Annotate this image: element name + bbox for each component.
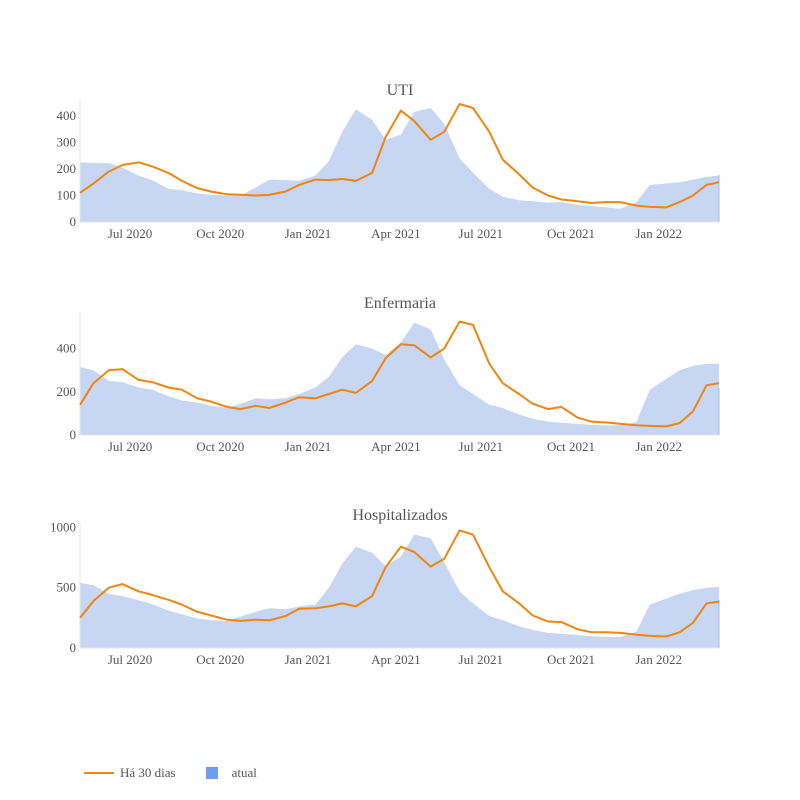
legend-item-previous[interactable]: Há 30 dias (84, 765, 176, 781)
x-tick-label: Apr 2021 (371, 226, 420, 241)
legend-area-swatch (205, 767, 218, 779)
x-tick-label: Oct 2021 (547, 652, 595, 667)
y-tick-label: 1000 (50, 519, 76, 534)
x-tick-label: Jul 2020 (108, 439, 152, 454)
series-line-ha-30-dias[interactable] (79, 529, 720, 638)
x-tick-label: Jan 2021 (285, 226, 332, 241)
x-tick-label: Oct 2020 (196, 652, 244, 667)
series-area-atual[interactable] (80, 108, 719, 222)
x-tick-label: Jan 2022 (635, 652, 682, 667)
subplot-2: Hospitalizados 0 500 1000 Jul 2020 Oct 2020 Ja… (50, 507, 720, 667)
legend-item-current[interactable]: atual (196, 765, 257, 781)
x-tick-label: Jan 2022 (635, 439, 682, 454)
y-tick-label: 300 (57, 134, 77, 149)
y-tick-label: 500 (57, 580, 77, 595)
y-tick-label: 200 (57, 384, 77, 399)
legend: Há 30 dias atual (84, 763, 277, 783)
subplot-title: Enfermaria (364, 295, 436, 312)
y-tick-label: 0 (70, 640, 77, 655)
x-tick-label: Jul 2021 (459, 439, 503, 454)
x-tick-label: Oct 2020 (196, 439, 244, 454)
x-tick-label: Jul 2020 (108, 226, 152, 241)
x-tick-label: Jan 2021 (285, 652, 332, 667)
subplot-title: Hospitalizados (352, 507, 447, 524)
x-tick-label: Jul 2020 (108, 652, 152, 667)
y-tick-label: 0 (70, 214, 77, 229)
y-tick-label: 200 (57, 161, 77, 176)
x-tick-label: Jul 2021 (459, 226, 503, 241)
x-tick-label: Apr 2021 (371, 439, 420, 454)
y-tick-label: 100 (57, 187, 77, 202)
x-tick-label: Jan 2022 (635, 226, 682, 241)
series-line-ha-30-dias[interactable] (79, 103, 720, 209)
subplot-title: UTI (387, 82, 414, 99)
series-line-ha-30-dias[interactable] (79, 320, 720, 428)
x-tick-label: Jul 2021 (459, 652, 503, 667)
x-tick-label: Jan 2021 (285, 439, 332, 454)
y-tick-label: 0 (70, 427, 77, 442)
x-tick-label: Apr 2021 (371, 652, 420, 667)
series-area-atual[interactable] (80, 534, 719, 648)
legend-label-current: atual (231, 765, 257, 780)
series-area-atual[interactable] (80, 322, 719, 435)
legend-line-swatch (84, 772, 114, 774)
x-tick-label: Oct 2020 (196, 226, 244, 241)
subplot-1: Enfermaria 0 200 400 Jul 2020 Oct 2020 Jan 202… (57, 295, 720, 454)
x-tick-label: Oct 2021 (547, 439, 595, 454)
y-tick-label: 400 (57, 108, 77, 123)
x-tick-label: Oct 2021 (547, 226, 595, 241)
legend-label-previous: Há 30 dias (120, 765, 176, 780)
y-tick-label: 400 (57, 341, 77, 356)
subplot-0: UTI 0 100 200 300 400 Jul 2020 Oct 2020 Jan 2021… (57, 82, 720, 241)
